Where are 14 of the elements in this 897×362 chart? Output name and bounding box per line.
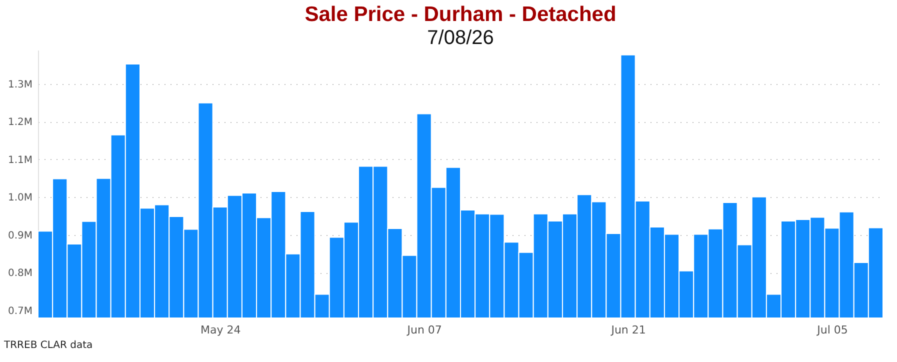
- chart-title: Sale Price - Durham - Detached: [304, 3, 616, 26]
- y-tick-label: 0.9M: [8, 230, 32, 242]
- x-tick-label: Jun 21: [610, 324, 646, 336]
- x-tick-label: Jun 07: [406, 324, 442, 336]
- x-tick-label: Jul 05: [816, 324, 848, 336]
- chart-subtitle: 7/08/26: [427, 27, 494, 49]
- y-tick-label: 1.1M: [8, 154, 32, 166]
- x-tick-label: May 24: [200, 324, 241, 336]
- y-tick-label: 0.8M: [8, 268, 32, 280]
- y-tick-label: 1.0M: [8, 192, 32, 204]
- text: TRREB CLAR data: [3, 340, 93, 351]
- y-tick-label: 1.3M: [8, 79, 32, 90]
- y-tick-label: 1.2M: [8, 117, 32, 128]
- y-tick-label: 0.7M: [8, 306, 32, 317]
